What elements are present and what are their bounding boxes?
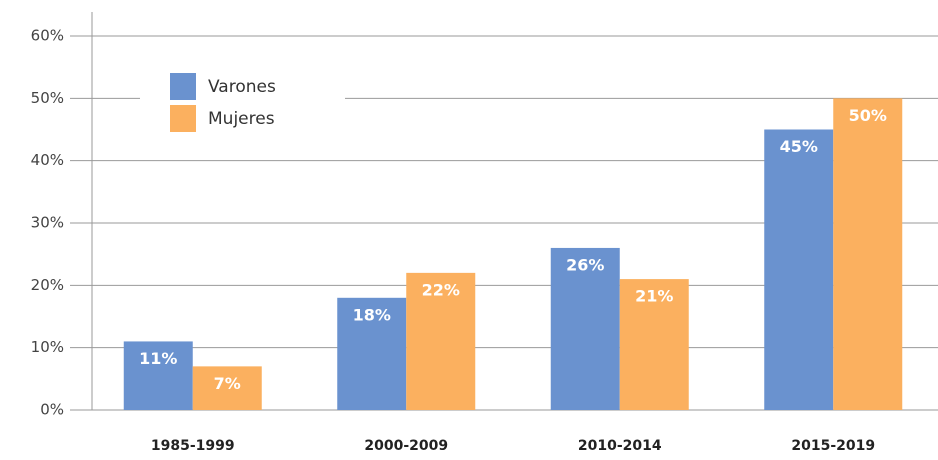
bar [833, 98, 903, 410]
bar [406, 272, 476, 410]
legend-swatch [170, 105, 196, 132]
value-label: 18% [353, 305, 391, 324]
legend-swatch [170, 73, 196, 100]
value-label: 21% [635, 287, 673, 306]
x-tick-label: 2000-2009 [364, 438, 448, 454]
y-tick-label: 60% [31, 27, 64, 45]
y-tick-label: 0% [40, 401, 64, 419]
bar [764, 129, 834, 410]
value-label: 26% [566, 255, 604, 274]
bar [192, 366, 262, 410]
value-label: 22% [422, 280, 460, 299]
legend-label: Varones [208, 77, 276, 97]
bar [123, 341, 193, 410]
value-label: 11% [139, 349, 177, 368]
bar [550, 247, 620, 410]
bar [619, 279, 689, 410]
x-tick-label: 2015-2019 [791, 438, 875, 454]
legend-label: Mujeres [208, 109, 275, 129]
value-label: 45% [780, 137, 818, 156]
y-tick-label: 40% [31, 151, 64, 169]
value-label: 50% [849, 106, 887, 125]
y-tick-label: 20% [31, 276, 64, 294]
bar [337, 297, 407, 410]
y-tick-label: 10% [31, 338, 64, 356]
y-tick-label: 50% [31, 89, 64, 107]
x-tick-label: 2010-2014 [578, 438, 662, 454]
y-tick-label: 30% [31, 214, 64, 232]
value-label: 7% [214, 374, 241, 393]
x-tick-label: 1985-1999 [151, 438, 235, 454]
